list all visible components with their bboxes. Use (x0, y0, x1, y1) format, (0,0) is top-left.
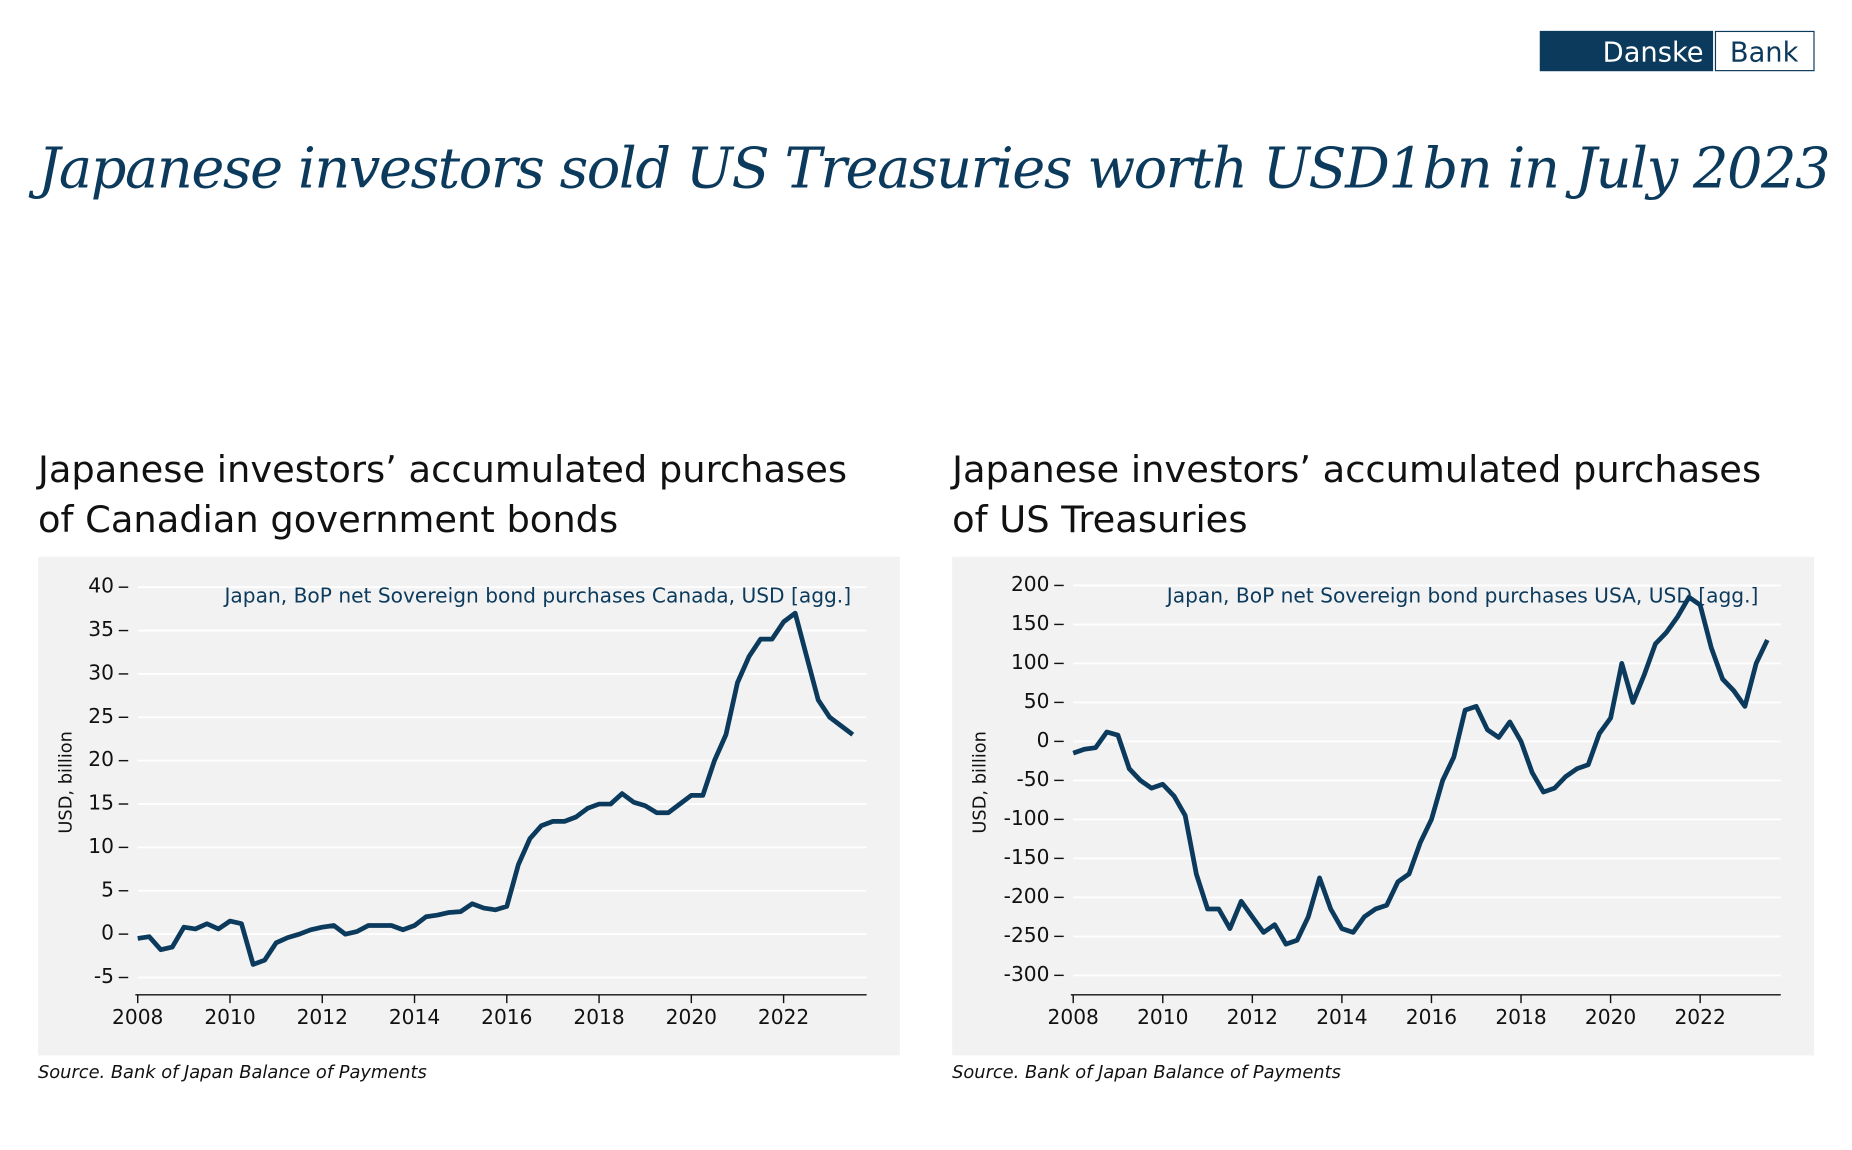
y-axis-label: USD, billion (970, 731, 991, 834)
y-tick-label: -300 (1004, 962, 1050, 986)
logo-box (1714, 30, 1815, 72)
chart-title: Japanese investors’ accumulated purchase… (950, 448, 1761, 491)
x-tick-label: 2022 (1674, 1005, 1725, 1029)
y-axis-label: USD, billion (55, 731, 76, 834)
x-tick-label: 2018 (573, 1005, 624, 1029)
y-tick-label: 150 (1011, 611, 1050, 635)
y-tick-label: -200 (1004, 884, 1050, 908)
legend-label: Japan, BoP net Sovereign bond purchases … (222, 584, 851, 608)
chart-title: of US Treasuries (952, 498, 1247, 541)
y-tick-label: 30 (88, 660, 114, 684)
y-tick-label: -50 (1017, 767, 1050, 791)
y-tick-label: -100 (1004, 806, 1050, 830)
y-tick-label: 10 (88, 834, 114, 858)
x-tick-label: 2008 (112, 1005, 163, 1029)
y-tick-label: -250 (1004, 923, 1050, 947)
y-tick-label: 5 (101, 877, 114, 901)
y-tick-label: 100 (1011, 650, 1050, 674)
x-tick-label: 2020 (1585, 1005, 1636, 1029)
page-title: Japanese investors sold US Treasuries wo… (28, 137, 1831, 202)
logo-box (1539, 30, 1714, 72)
y-tick-label: 200 (1011, 572, 1050, 596)
y-tick-label: 40 (88, 574, 114, 598)
x-tick-label: 2018 (1495, 1005, 1546, 1029)
y-tick-label: 0 (1037, 728, 1050, 752)
plot-background (952, 556, 1814, 1056)
x-tick-label: 2010 (1137, 1005, 1188, 1029)
y-tick-label: 25 (88, 704, 114, 728)
y-tick-label: 0 (101, 921, 114, 945)
data-line (137, 610, 855, 967)
x-tick-label: 2010 (204, 1005, 255, 1029)
x-tick-label: 2014 (1316, 1005, 1367, 1029)
x-tick-label: 2016 (1406, 1005, 1457, 1029)
y-tick-label: -150 (1004, 845, 1050, 869)
y-tick-label: 20 (88, 747, 114, 771)
x-tick-label: 2020 (666, 1005, 717, 1029)
legend-label: Japan, BoP net Sovereign bond purchases … (1165, 584, 1759, 608)
x-tick-label: 2012 (297, 1005, 348, 1029)
x-tick-label: 2012 (1227, 1005, 1278, 1029)
source-note: Source. Bank of Japan Balance of Payment… (38, 1062, 427, 1083)
plot-background (38, 556, 900, 1056)
y-tick-label: 35 (88, 617, 114, 641)
chart-title: Japanese investors’ accumulated purchase… (36, 448, 847, 491)
logo-text: Danske (1603, 38, 1704, 69)
x-tick-label: 2022 (758, 1005, 809, 1029)
data-line (1072, 594, 1770, 947)
x-tick-label: 2014 (389, 1005, 440, 1029)
y-tick-label: 15 (88, 791, 114, 815)
x-tick-label: 2016 (481, 1005, 532, 1029)
y-tick-label: -5 (94, 964, 114, 988)
x-tick-label: 2008 (1048, 1005, 1099, 1029)
y-tick-label: 50 (1024, 689, 1050, 713)
source-note: Source. Bank of Japan Balance of Payment… (952, 1062, 1341, 1083)
logo-text: Bank (1730, 38, 1799, 69)
chart-title: of Canadian government bonds (38, 498, 618, 541)
